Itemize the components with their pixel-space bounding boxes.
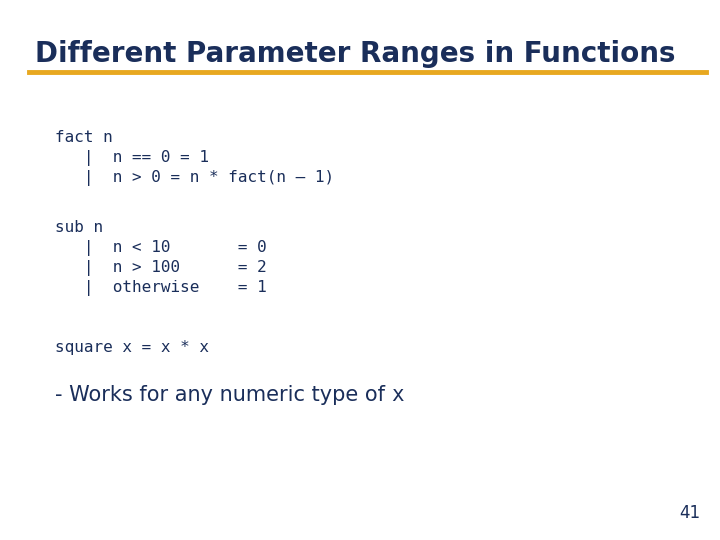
Text: Different Parameter Ranges in Functions: Different Parameter Ranges in Functions <box>35 40 675 68</box>
Text: |  n > 0 = n * fact(n – 1): | n > 0 = n * fact(n – 1) <box>55 170 334 186</box>
Text: 41: 41 <box>679 504 700 522</box>
Text: |  n == 0 = 1: | n == 0 = 1 <box>55 150 209 166</box>
Text: fact n: fact n <box>55 130 113 145</box>
Text: |  n > 100      = 2: | n > 100 = 2 <box>55 260 266 276</box>
Text: x: x <box>392 385 404 405</box>
Text: |  otherwise    = 1: | otherwise = 1 <box>55 280 266 296</box>
Text: - Works for any numeric type of: - Works for any numeric type of <box>55 385 392 405</box>
Text: square x = x * x: square x = x * x <box>55 340 209 355</box>
Text: |  n < 10       = 0: | n < 10 = 0 <box>55 240 266 256</box>
Text: sub n: sub n <box>55 220 103 235</box>
